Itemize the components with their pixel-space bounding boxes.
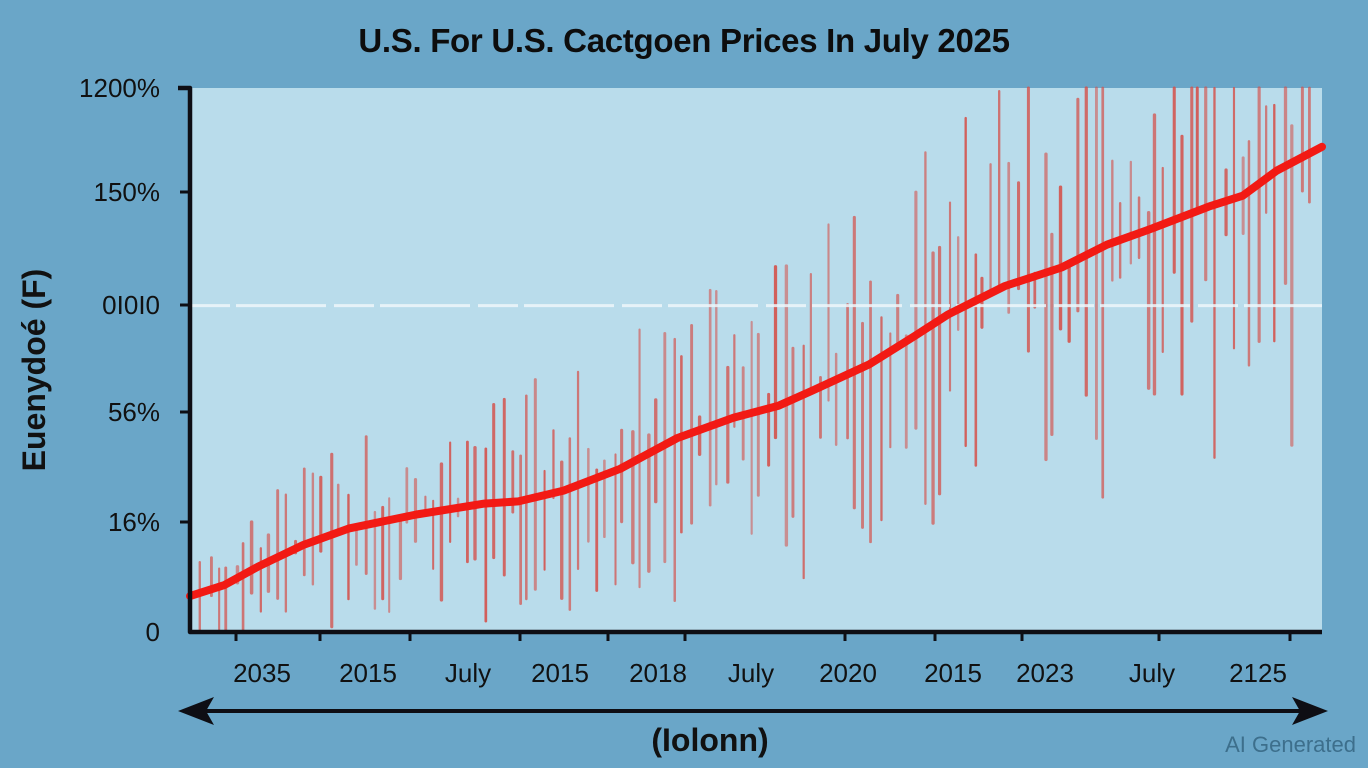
x-tick-label: July	[728, 658, 774, 688]
trend-line	[186, 142, 1326, 601]
x-tick-label: 2015	[531, 658, 589, 688]
arrow-left-icon	[178, 697, 214, 725]
y-tick-label: 0I0I0	[102, 290, 160, 320]
x-axis-label: (Iolonn)	[651, 722, 769, 758]
x-tick-label: 2018	[629, 658, 687, 688]
x-tick-label: 2015	[339, 658, 397, 688]
x-tick-label: 2125	[1229, 658, 1287, 688]
chart-title: U.S. For U.S. Cactgoen Prices In July 20…	[358, 22, 1010, 59]
axes	[178, 85, 1322, 635]
y-tick-label: 0	[146, 617, 160, 647]
axis-frame	[178, 85, 1322, 635]
x-tick-label: 2023	[1016, 658, 1074, 688]
x-tick-label: 2015	[924, 658, 982, 688]
y-tick-label: 150%	[94, 177, 161, 207]
x-tick-label: July	[1129, 658, 1175, 688]
y-tick-label: 16%	[108, 507, 160, 537]
x-tick-label: 2035	[233, 658, 291, 688]
plot-background	[190, 88, 1322, 632]
timeline-arrow	[178, 697, 1328, 725]
y-tick-label: 1200%	[79, 73, 160, 103]
y-ticks: 0 16% 56% 0I0I0 150% 1200%	[79, 73, 190, 647]
y-tick-label: 56%	[108, 397, 160, 427]
watermark: AI Generated	[1225, 732, 1356, 757]
arrow-right-icon	[1292, 697, 1328, 725]
x-tick-label: 2020	[819, 658, 877, 688]
x-ticks: 2035 2015 July 2015 2018 July 2020 2015 2023 July…	[233, 632, 1292, 688]
x-tick-label: July	[445, 658, 491, 688]
